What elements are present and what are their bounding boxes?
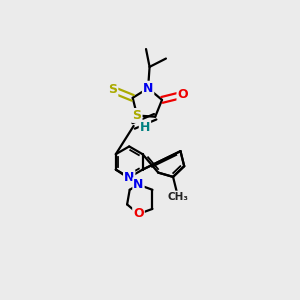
Text: H: H — [140, 121, 150, 134]
Text: O: O — [133, 208, 144, 220]
Text: S: S — [108, 83, 117, 96]
Text: S: S — [133, 109, 142, 122]
Text: O: O — [178, 88, 188, 101]
Text: N: N — [133, 178, 144, 191]
Text: N: N — [143, 82, 153, 95]
Text: CH₃: CH₃ — [167, 191, 188, 202]
Text: N: N — [124, 171, 134, 184]
